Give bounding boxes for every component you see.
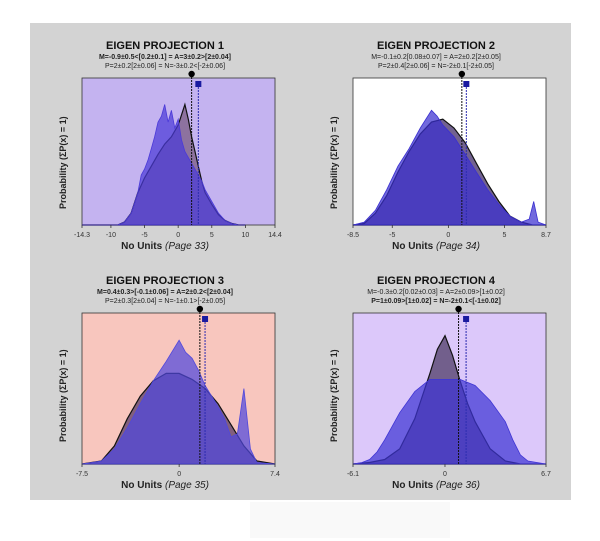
x-tick-label: 14.4: [268, 232, 282, 239]
chart-title: EIGEN PROJECTION 4: [377, 275, 495, 287]
x-tick-label: -10: [106, 232, 116, 239]
x-axis-label-text: No Units: [392, 241, 434, 252]
x-tick-label: -5: [389, 232, 395, 239]
x-axis-label-text: No Units: [121, 241, 163, 252]
x-tick-label: 5: [210, 232, 214, 239]
panel-eigen-projection-3: EIGEN PROJECTION 3 M=0.4±0.3>[-0.1±0.06]…: [30, 262, 300, 500]
x-tick-label: -7.5: [76, 471, 88, 478]
subtitle-line-2: P=2±0.4[2±0.06] = N=-2±0.1[-2±0.05]: [378, 63, 494, 70]
marker-square-b: [195, 81, 202, 87]
marker-dot-a: [196, 305, 204, 313]
page-ref: (Page 36): [435, 480, 480, 491]
marker-square-b: [463, 316, 470, 322]
plot-area: -6.1 0 6.7: [347, 305, 551, 478]
x-tick-label: 0: [446, 232, 450, 239]
marker-dot-a: [188, 70, 195, 78]
x-axis-label: No Units (Page 36): [301, 480, 571, 491]
x-tick-label: -5: [141, 232, 147, 239]
x-axis-label: No Units (Page 34): [301, 241, 571, 252]
marker-dot-a: [455, 305, 462, 313]
page-ref: (Page 35): [164, 480, 209, 491]
x-tick-label: 8.7: [541, 232, 551, 239]
panel-eigen-projection-4: EIGEN PROJECTION 4 M=-0.3±0.2[0.02±0.03]…: [301, 262, 571, 500]
figure-background: EIGEN PROJECTION 1 M=-0.9±0.5<[0.2±0.1] …: [30, 23, 571, 500]
x-tick-label: -8.5: [347, 232, 359, 239]
subtitle-line-1: M=-0.1±0.2[0.08±0.07] = A=2±0.2[2±0.05]: [371, 54, 501, 61]
bottom-strip: [250, 502, 450, 538]
x-axis-label: No Units (Page 33): [30, 241, 300, 252]
subtitle-line-1: M=-0.9±0.5<[0.2±0.1] = A=3±0.2>[2±0.04]: [98, 54, 232, 61]
density-series-2: [81, 339, 276, 465]
x-tick-label: 5: [503, 232, 507, 239]
marker-square-b: [463, 81, 470, 87]
x-tick-label: 6.7: [541, 471, 551, 478]
subtitle-line-2: P=2±0.3[2±0.04] = N=-1±0.1>[-2±0.05]: [104, 298, 226, 305]
x-axis-label-text: No Units: [392, 480, 434, 491]
page-ref: (Page 33): [164, 241, 209, 252]
density-series-2: [352, 109, 547, 226]
x-tick-label: -14.3: [74, 232, 90, 239]
x-tick-label: -6.1: [347, 471, 359, 478]
density-series-2: [352, 379, 547, 465]
chart-title: EIGEN PROJECTION 1: [106, 40, 224, 52]
x-tick-label: 0: [176, 232, 180, 239]
density-series-2: [82, 104, 246, 226]
subtitle-line-1: M=-0.3±0.2[0.02±0.03] = A=2±0.09>[1±0.02…: [367, 289, 505, 296]
x-tick-label: 0: [443, 471, 447, 478]
subtitle-line-1: M=0.4±0.3>[-0.1±0.06] = A=2±0.2<[2±0.04]: [97, 289, 233, 296]
x-axis-label-text: No Units: [121, 480, 163, 491]
panel-eigen-projection-2: EIGEN PROJECTION 2 M=-0.1±0.2[0.08±0.07]…: [301, 23, 571, 261]
chart-title: EIGEN PROJECTION 3: [106, 275, 224, 287]
plot-area: -8.5 -5 0 5 8.7: [347, 70, 551, 239]
chart-title: EIGEN PROJECTION 2: [377, 40, 495, 52]
x-tick-label: 7.4: [270, 471, 280, 478]
panel-eigen-projection-1: EIGEN PROJECTION 1 M=-0.9±0.5<[0.2±0.1] …: [30, 23, 300, 261]
subtitle-line-2: P=2±0.2[2±0.06] = N=-3±0.2<[-2±0.06]: [104, 63, 226, 70]
page-ref: (Page 34): [435, 241, 480, 252]
x-axis-label: No Units (Page 35): [30, 480, 300, 491]
plot-area: -14.3 -10 -5 0 5 10 14.4: [74, 70, 282, 239]
plot-area: -7.5 0 7.4: [76, 305, 280, 478]
marker-dot-a: [458, 70, 466, 78]
x-tick-label: 0: [177, 471, 181, 478]
subtitle-line-2: P=1±0.09>[1±0.02] = N=-2±0.1<[-1±0.02]: [371, 298, 501, 305]
x-tick-label: 10: [242, 232, 250, 239]
marker-square-b: [202, 316, 209, 322]
